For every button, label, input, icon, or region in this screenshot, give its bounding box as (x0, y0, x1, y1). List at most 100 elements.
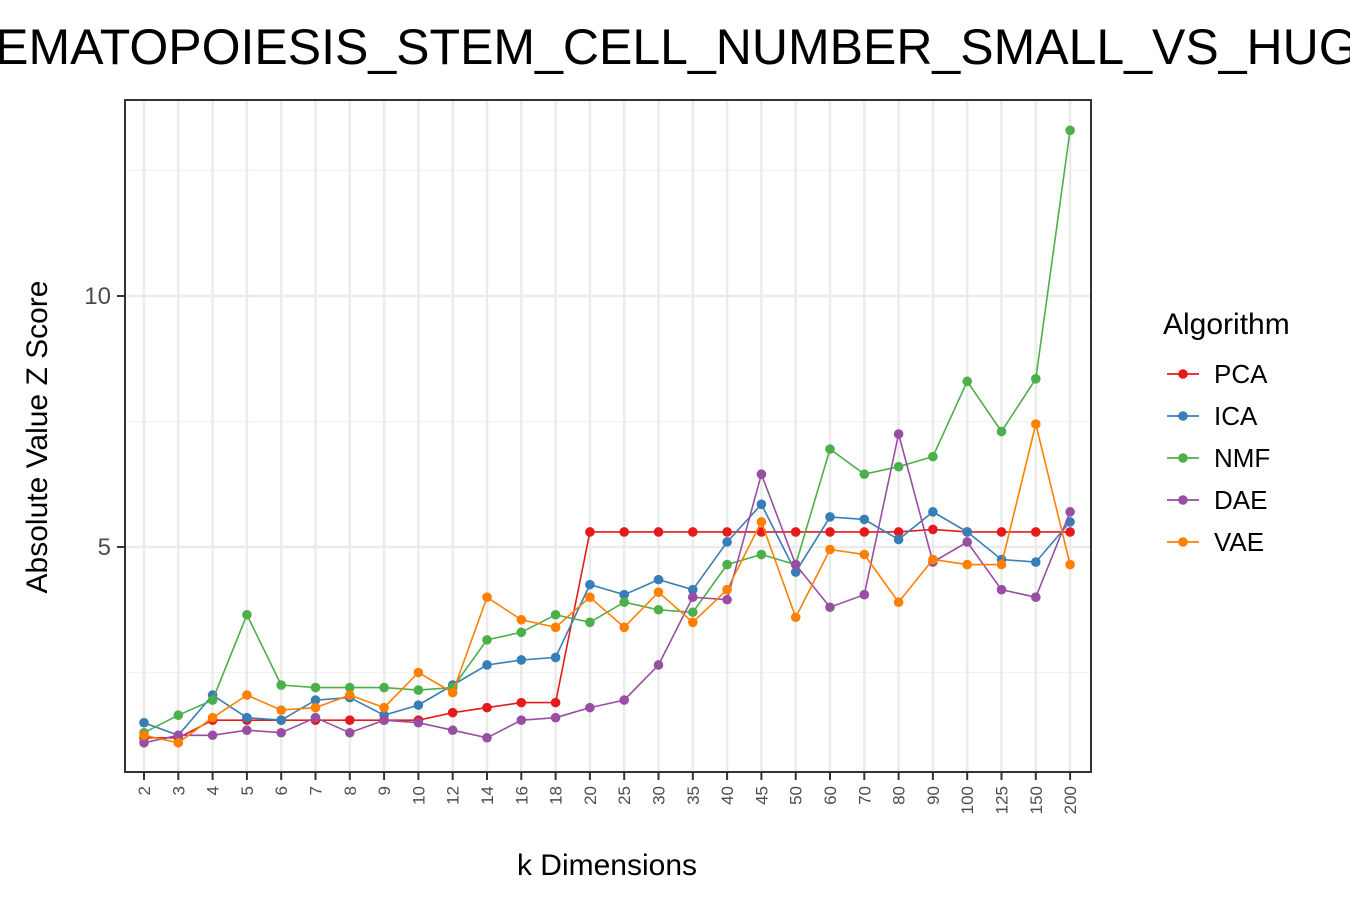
data-point-nmf (1031, 374, 1041, 384)
data-point-ica (276, 715, 287, 725)
legend-key-point (1178, 453, 1188, 463)
legend-label-ica: ICA (1214, 401, 1258, 431)
data-point-dae (962, 537, 972, 547)
x-tick-label: 7 (307, 786, 326, 795)
data-point-pca (516, 697, 527, 708)
x-tick-label: 45 (752, 786, 771, 805)
data-point-nmf (550, 609, 561, 620)
data-point-nmf (928, 451, 938, 462)
x-tick-label: 70 (855, 786, 874, 805)
data-point-nmf (722, 559, 732, 570)
data-point-pca (447, 707, 458, 718)
data-point-dae (276, 727, 287, 738)
data-point-ica (242, 712, 252, 723)
data-point-vae (139, 730, 149, 741)
data-point-pca (585, 527, 595, 537)
data-point-nmf (482, 635, 492, 645)
data-point-dae (1031, 592, 1041, 602)
x-tick-label: 25 (615, 786, 634, 805)
data-point-dae (207, 730, 218, 741)
series-line-nmf (143, 130, 1071, 734)
data-point-nmf (1065, 125, 1075, 136)
data-point-vae (345, 690, 355, 700)
data-point-dae (859, 589, 870, 600)
data-point-nmf (653, 604, 664, 615)
x-tick-label: 10 (409, 786, 428, 805)
y-tick-label: 5 (98, 534, 111, 561)
data-point-ica (825, 512, 835, 522)
data-point-pca (859, 527, 870, 537)
legend-label-vae: VAE (1214, 527, 1264, 557)
series-line-dae (143, 433, 1071, 744)
x-tick-label: 18 (547, 786, 566, 805)
data-point-pca (928, 524, 938, 535)
data-point-nmf (173, 710, 184, 720)
data-point-dae (722, 594, 732, 605)
data-point-ica (585, 579, 595, 590)
data-point-vae (447, 687, 458, 698)
data-point-dae (653, 660, 664, 670)
x-tick-label: 90 (924, 786, 943, 805)
panel-border (124, 99, 1092, 773)
x-tick-label: 2 (135, 786, 154, 795)
data-point-vae (207, 712, 218, 723)
data-point-nmf (585, 617, 595, 628)
data-point-vae (790, 612, 801, 623)
data-point-nmf (413, 685, 424, 695)
x-tick-label: 5 (238, 786, 257, 795)
x-tick-label: 20 (581, 786, 600, 805)
data-point-dae (345, 727, 355, 738)
data-point-pca (482, 702, 492, 713)
data-point-pca (1065, 527, 1075, 537)
data-point-pca (550, 697, 561, 708)
data-point-vae (1031, 419, 1041, 429)
data-point-nmf (825, 444, 835, 454)
data-point-ica (962, 527, 972, 537)
data-point-nmf (859, 469, 870, 480)
data-point-dae (413, 717, 424, 728)
data-point-vae (756, 517, 767, 527)
data-point-nmf (893, 461, 904, 472)
data-point-vae (276, 705, 287, 715)
data-point-pca (790, 527, 801, 537)
data-point-vae (482, 592, 492, 602)
data-point-vae (413, 667, 424, 678)
data-point-dae (242, 725, 252, 736)
data-point-pca (688, 527, 698, 537)
legend-key-point (1178, 369, 1188, 379)
series-line-ica (143, 502, 1071, 737)
data-point-vae (310, 702, 321, 713)
data-point-vae (893, 597, 904, 608)
data-point-nmf (310, 682, 321, 693)
data-point-vae (928, 554, 938, 565)
data-point-vae (516, 614, 527, 625)
x-tick-label: 60 (821, 786, 840, 805)
legend-key-point (1178, 411, 1188, 421)
data-point-dae (688, 592, 698, 602)
data-point-vae (550, 622, 561, 633)
data-point-dae (482, 732, 492, 743)
x-tick-label: 14 (478, 786, 497, 805)
x-tick-label: 80 (890, 786, 909, 805)
data-point-pca (345, 715, 355, 725)
x-tick-label: 125 (993, 786, 1012, 814)
data-point-ica (482, 660, 492, 670)
data-point-dae (550, 712, 561, 723)
legend-key-point (1178, 495, 1188, 505)
data-point-ica (722, 537, 732, 547)
data-point-pca (653, 527, 664, 537)
data-point-vae (379, 702, 389, 713)
data-point-dae (1065, 507, 1075, 517)
data-point-ica (653, 574, 664, 585)
data-point-ica (516, 655, 527, 665)
data-point-vae (585, 592, 595, 602)
data-point-pca (893, 527, 904, 537)
data-point-vae (619, 622, 629, 633)
data-point-ica (790, 567, 801, 577)
legend-title: Algorithm (1163, 308, 1290, 341)
chart-title: HEMATOPOIESIS_STEM_CELL_NUMBER_SMALL_VS_… (0, 19, 1350, 75)
data-point-dae (790, 559, 801, 570)
data-point-vae (996, 559, 1007, 570)
data-point-ica (928, 507, 938, 517)
